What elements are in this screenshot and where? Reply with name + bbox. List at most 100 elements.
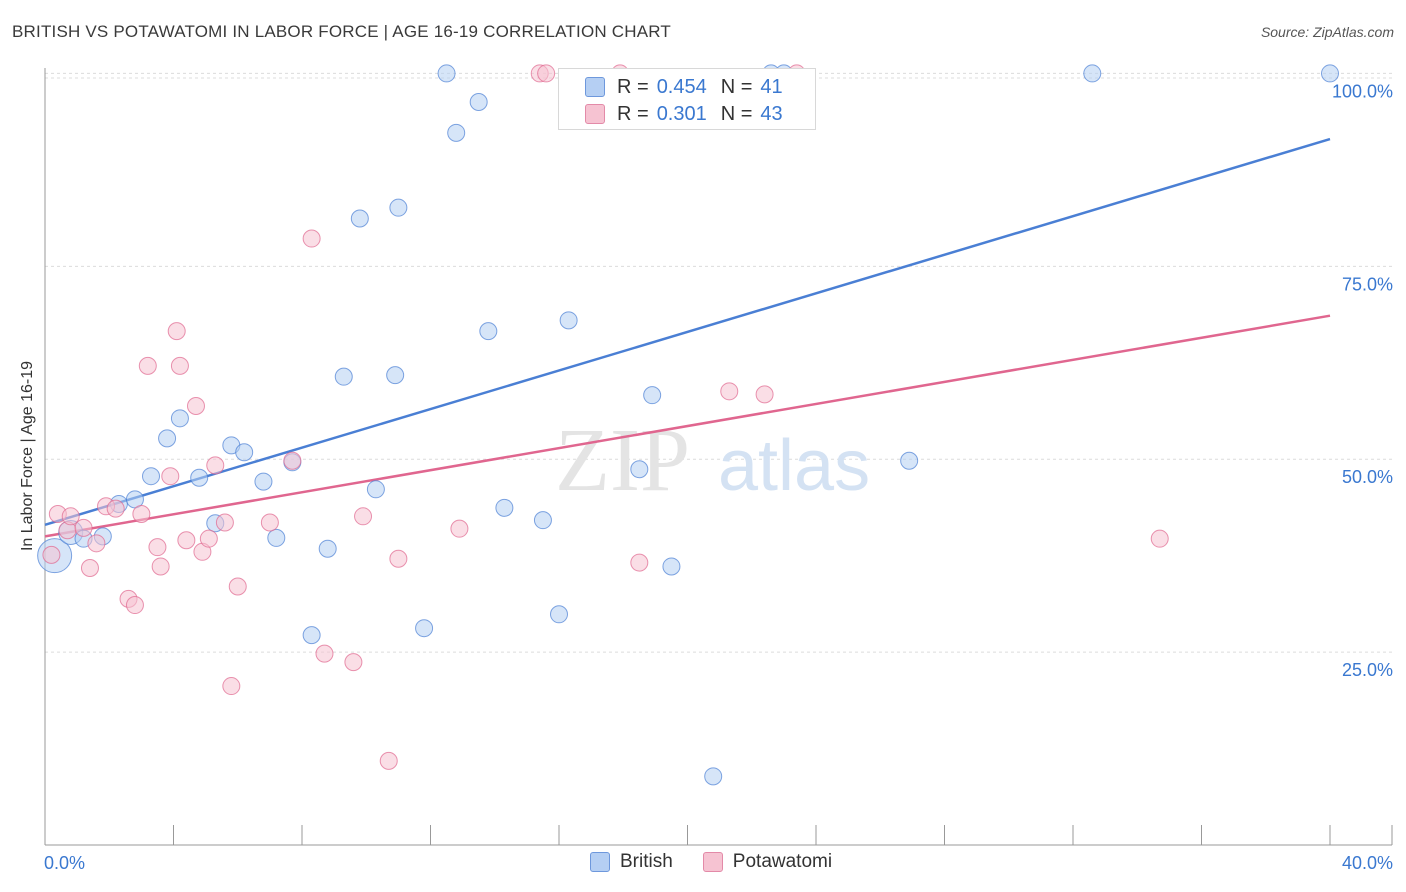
- british-swatch: [585, 77, 605, 97]
- potawatomi-point: [74, 518, 93, 537]
- british-point: [437, 64, 456, 83]
- british-point: [533, 511, 552, 530]
- chart-source: Source: ZipAtlas.com: [1260, 24, 1394, 40]
- potawatomi-point: [755, 385, 774, 404]
- british-r-value: 0.454: [656, 75, 707, 98]
- potawatomi-point: [354, 507, 373, 526]
- legend-row-potawatomi: R = 0.301 N = 43: [585, 101, 783, 127]
- british-point: [1083, 64, 1102, 83]
- british-trendline: [44, 137, 1331, 526]
- british-point: [479, 322, 498, 341]
- british-point: [469, 92, 488, 111]
- n-label: N =: [720, 75, 753, 98]
- potawatomi-point: [283, 451, 302, 470]
- potawatomi-point: [87, 534, 106, 553]
- british-point: [386, 366, 405, 385]
- legend-item-potawatomi: Potawatomi: [702, 851, 832, 873]
- british-point: [235, 443, 254, 462]
- data-points: [37, 64, 1339, 786]
- potawatomi-point: [138, 356, 157, 375]
- potawatomi-point: [344, 653, 363, 672]
- british-point: [158, 429, 177, 448]
- potawatomi-point: [80, 559, 99, 578]
- axes: [44, 68, 1393, 846]
- british-point: [643, 386, 662, 405]
- x-tick-labels: 0.0% 40.0%: [44, 853, 1393, 873]
- potawatomi-point: [630, 553, 649, 572]
- chart-title: BRITISH VS POTAWATOMI IN LABOR FORCE | A…: [12, 22, 672, 41]
- potawatomi-point: [302, 229, 321, 248]
- y-tick-label: 100.0%: [1332, 81, 1393, 101]
- potawatomi-r-value: 0.301: [656, 102, 707, 125]
- y-tick-label: 50.0%: [1342, 467, 1393, 487]
- potawatomi-point: [720, 382, 739, 401]
- watermark: ZIP atlas: [555, 411, 870, 510]
- legend-row-british: R = 0.454 N = 41: [585, 74, 783, 100]
- british-point: [900, 451, 919, 470]
- potawatomi-n-value: 43: [760, 102, 783, 125]
- british-point: [1321, 64, 1339, 83]
- potawatomi-point: [228, 577, 247, 596]
- potawatomi-trendline: [44, 314, 1331, 538]
- x-tick-label: 0.0%: [44, 853, 85, 873]
- potawatomi-point: [199, 529, 218, 548]
- potawatomi-point: [379, 751, 398, 770]
- british-point: [142, 467, 161, 486]
- potawatomi-swatch: [702, 852, 723, 872]
- potawatomi-point: [170, 356, 189, 375]
- legend-label-british: British: [620, 851, 673, 872]
- potawatomi-point: [215, 513, 234, 532]
- potawatomi-point: [161, 467, 180, 486]
- british-point: [630, 460, 649, 479]
- potawatomi-point: [537, 64, 556, 83]
- potawatomi-point: [61, 507, 80, 526]
- british-point: [415, 619, 434, 638]
- british-point: [662, 557, 681, 576]
- british-point: [267, 528, 286, 547]
- potawatomi-point: [177, 531, 196, 550]
- n-label: N =: [720, 102, 753, 125]
- potawatomi-point: [260, 513, 279, 532]
- potawatomi-point: [206, 456, 225, 475]
- potawatomi-point: [222, 677, 241, 696]
- british-point: [704, 767, 723, 786]
- potawatomi-point: [1150, 529, 1169, 548]
- x-tick-label: 40.0%: [1342, 853, 1393, 873]
- trendlines: [44, 137, 1331, 538]
- potawatomi-point: [106, 499, 125, 518]
- watermark-zip: ZIP: [555, 411, 690, 510]
- potawatomi-point: [389, 549, 408, 568]
- potawatomi-point: [167, 322, 186, 341]
- r-label: R =: [617, 102, 649, 125]
- watermark-atlas: atlas: [718, 426, 870, 506]
- british-point: [254, 472, 273, 491]
- potawatomi-point: [450, 519, 469, 538]
- british-point: [350, 209, 369, 228]
- british-point: [302, 626, 321, 645]
- british-point: [190, 468, 209, 487]
- legend-item-british: British: [590, 851, 673, 873]
- british-point: [366, 480, 385, 499]
- potawatomi-point: [315, 644, 334, 663]
- british-point: [389, 198, 408, 217]
- british-point: [447, 123, 466, 142]
- y-tick-label: 25.0%: [1342, 660, 1393, 680]
- y-tick-labels: 25.0% 50.0% 75.0% 100.0%: [1332, 81, 1393, 680]
- british-point: [318, 539, 337, 558]
- british-point: [559, 311, 578, 330]
- potawatomi-point: [132, 504, 151, 523]
- r-label: R =: [617, 75, 649, 98]
- stats-legend: R = 0.454 N = 41 R = 0.301 N = 43: [558, 68, 816, 130]
- series-legend: British Potawatomi: [590, 851, 862, 873]
- potawatomi-swatch: [585, 104, 605, 124]
- british-point: [170, 409, 189, 428]
- potawatomi-point: [125, 596, 144, 615]
- british-n-value: 41: [760, 75, 783, 98]
- gridlines: [45, 72, 1392, 653]
- y-tick-label: 75.0%: [1342, 274, 1393, 294]
- british-swatch: [590, 852, 610, 872]
- potawatomi-point: [42, 545, 61, 564]
- potawatomi-point: [148, 538, 167, 557]
- british-point: [495, 498, 514, 517]
